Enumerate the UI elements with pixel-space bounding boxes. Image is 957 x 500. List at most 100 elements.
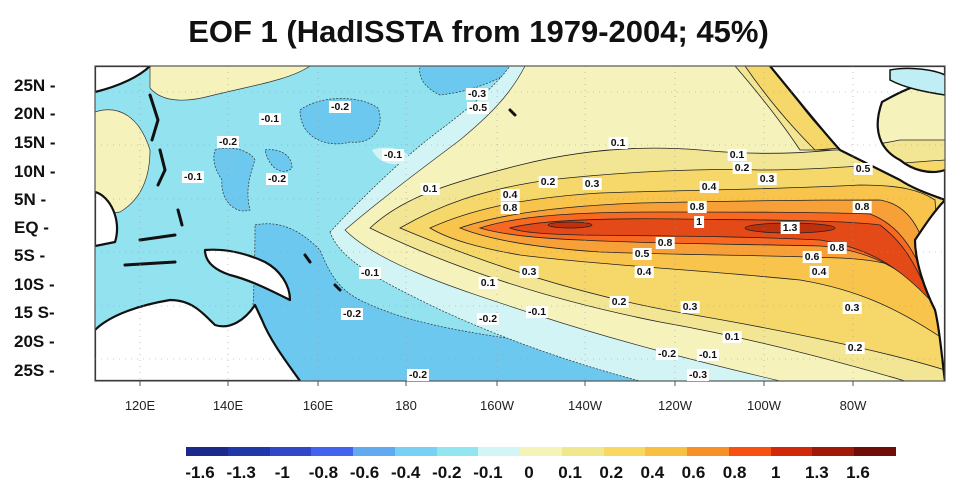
- x-axis-label: 180: [395, 398, 417, 413]
- colorbar-tick-label: 0.1: [558, 463, 582, 482]
- colorbar-swatch: [311, 447, 354, 456]
- y-axis-label: EQ -: [14, 218, 49, 237]
- x-axis-label: 80W: [839, 398, 867, 413]
- colorbar: [186, 447, 897, 456]
- colorbar-swatch: [812, 447, 855, 456]
- contour-label: -0.1: [525, 306, 549, 318]
- colorbar-swatch: [728, 447, 771, 456]
- colorbar-swatch: [561, 447, 604, 456]
- colorbar-tick-label: 1.6: [846, 463, 870, 482]
- colorbar-tick-label: 1: [771, 463, 781, 482]
- contour-label: -0.2: [476, 313, 500, 325]
- colorbar-tick-label: 0.6: [681, 463, 706, 482]
- contour-label: -0.2: [655, 348, 679, 360]
- x-axis-label: 160W: [480, 398, 514, 413]
- y-axis-label: 15N -: [14, 133, 56, 152]
- contour-label: 0.3: [842, 302, 862, 314]
- central-america-land: [768, 66, 945, 202]
- contour-label: 0.8: [500, 202, 520, 214]
- y-axis-label: 15 S-: [14, 303, 55, 322]
- colorbar-tick-label: -0.8: [308, 463, 339, 482]
- islands: [123, 93, 517, 292]
- map-frame: [94, 65, 946, 382]
- contour-label: -0.1: [696, 349, 720, 361]
- y-axis-label: 5S -: [14, 246, 46, 265]
- contour-label: -0.3: [465, 88, 489, 100]
- colorbar-tick-label: 1.3: [805, 463, 829, 482]
- colorbar-swatch: [436, 447, 479, 456]
- y-axis-label: 20N -: [14, 104, 56, 123]
- contour-label: 0.1: [420, 183, 440, 195]
- x-axis-label: 140E: [212, 398, 244, 413]
- colorbar-tick-label: 0: [524, 463, 534, 482]
- y-axis-label: 10S -: [14, 275, 55, 294]
- contour-label: 0.3: [519, 266, 539, 278]
- colorbar-tick-label: -1.3: [226, 463, 256, 482]
- axis-ticks: [139, 381, 854, 386]
- contour-label: 0.3: [757, 173, 777, 185]
- contour-label: 0.1: [478, 277, 498, 289]
- contour-label: 1: [694, 216, 704, 228]
- y-axis-label: 25N -: [14, 76, 56, 95]
- contour-label: -0.1: [358, 267, 382, 279]
- colorbar-swatch: [770, 447, 813, 456]
- colorbar-tick-label: -1.6: [185, 463, 215, 482]
- colorbar-swatch: [520, 447, 562, 456]
- x-axis-label: 120E: [124, 398, 156, 413]
- contour-label: 0.6: [802, 251, 822, 263]
- contour-label: 0.1: [727, 149, 747, 161]
- colorbar-tick-label: -0.6: [349, 463, 380, 482]
- x-axis-label: 100W: [747, 398, 781, 413]
- colorbar-swatch: [394, 447, 437, 456]
- contour-label: -0.2: [406, 369, 430, 381]
- contour-label: 0.4: [809, 266, 829, 278]
- contour-label: -0.2: [265, 173, 289, 185]
- colorbar-swatch: [269, 447, 312, 456]
- x-axis-label: 160E: [302, 398, 334, 413]
- colorbar-swatch: [687, 447, 729, 456]
- south-america-land: [913, 198, 945, 381]
- contour-label: 0.4: [699, 181, 719, 193]
- borneo-land: [95, 190, 119, 248]
- contour-label: -0.2: [216, 136, 240, 148]
- contour-label: -0.3: [686, 369, 710, 381]
- australia-land: [95, 298, 302, 381]
- x-axis-label: 120W: [658, 398, 692, 413]
- colorbar-tick-label: 0.4: [640, 463, 665, 482]
- land-masses: [95, 66, 945, 381]
- colorbar-tick-label: -0.2: [432, 463, 462, 482]
- contour-label: 0.8: [827, 242, 847, 254]
- new-guinea-land: [203, 248, 292, 302]
- contour-label: 0.2: [538, 176, 558, 188]
- contour-label: -0.5: [466, 102, 490, 114]
- colorbar-swatch: [603, 447, 646, 456]
- colorbar-swatch: [478, 447, 521, 456]
- y-axis-label: 20S -: [14, 332, 55, 351]
- contour-label: 0.8: [687, 201, 707, 213]
- contour-label: 0.1: [608, 137, 628, 149]
- contour-label: 0.8: [852, 201, 872, 213]
- colorbar-tick-label: -1: [274, 463, 290, 482]
- contour-label: -0.1: [258, 113, 282, 125]
- contour-label: 0.3: [582, 178, 602, 190]
- contour-label: 0.5: [632, 248, 652, 260]
- contour-label: 0.2: [732, 162, 752, 174]
- colorbar-tick-label: -0.1: [473, 463, 503, 482]
- y-axis-label: 5N -: [14, 190, 47, 209]
- y-axis-label: 10N -: [14, 162, 56, 181]
- negative-anomaly-regions: [213, 66, 701, 381]
- colorbar-swatch: [854, 447, 897, 456]
- colorbar-tick-label: 0.8: [722, 463, 747, 482]
- contour-label: -0.1: [381, 149, 405, 161]
- contour-label: 0.4: [634, 266, 654, 278]
- contour-label: 0.2: [845, 342, 865, 354]
- contour-label: 0.4: [500, 189, 520, 201]
- contour-label: 1.3: [780, 222, 800, 234]
- colorbar-swatch: [186, 447, 228, 456]
- contour-label: -0.1: [181, 171, 205, 183]
- contour-label: -0.2: [340, 308, 364, 320]
- contour-label: -0.2: [328, 101, 352, 113]
- colorbar-tick-label: -0.4: [390, 463, 421, 482]
- contour-label: 0.8: [655, 237, 675, 249]
- y-axis-label: 25S -: [14, 361, 55, 380]
